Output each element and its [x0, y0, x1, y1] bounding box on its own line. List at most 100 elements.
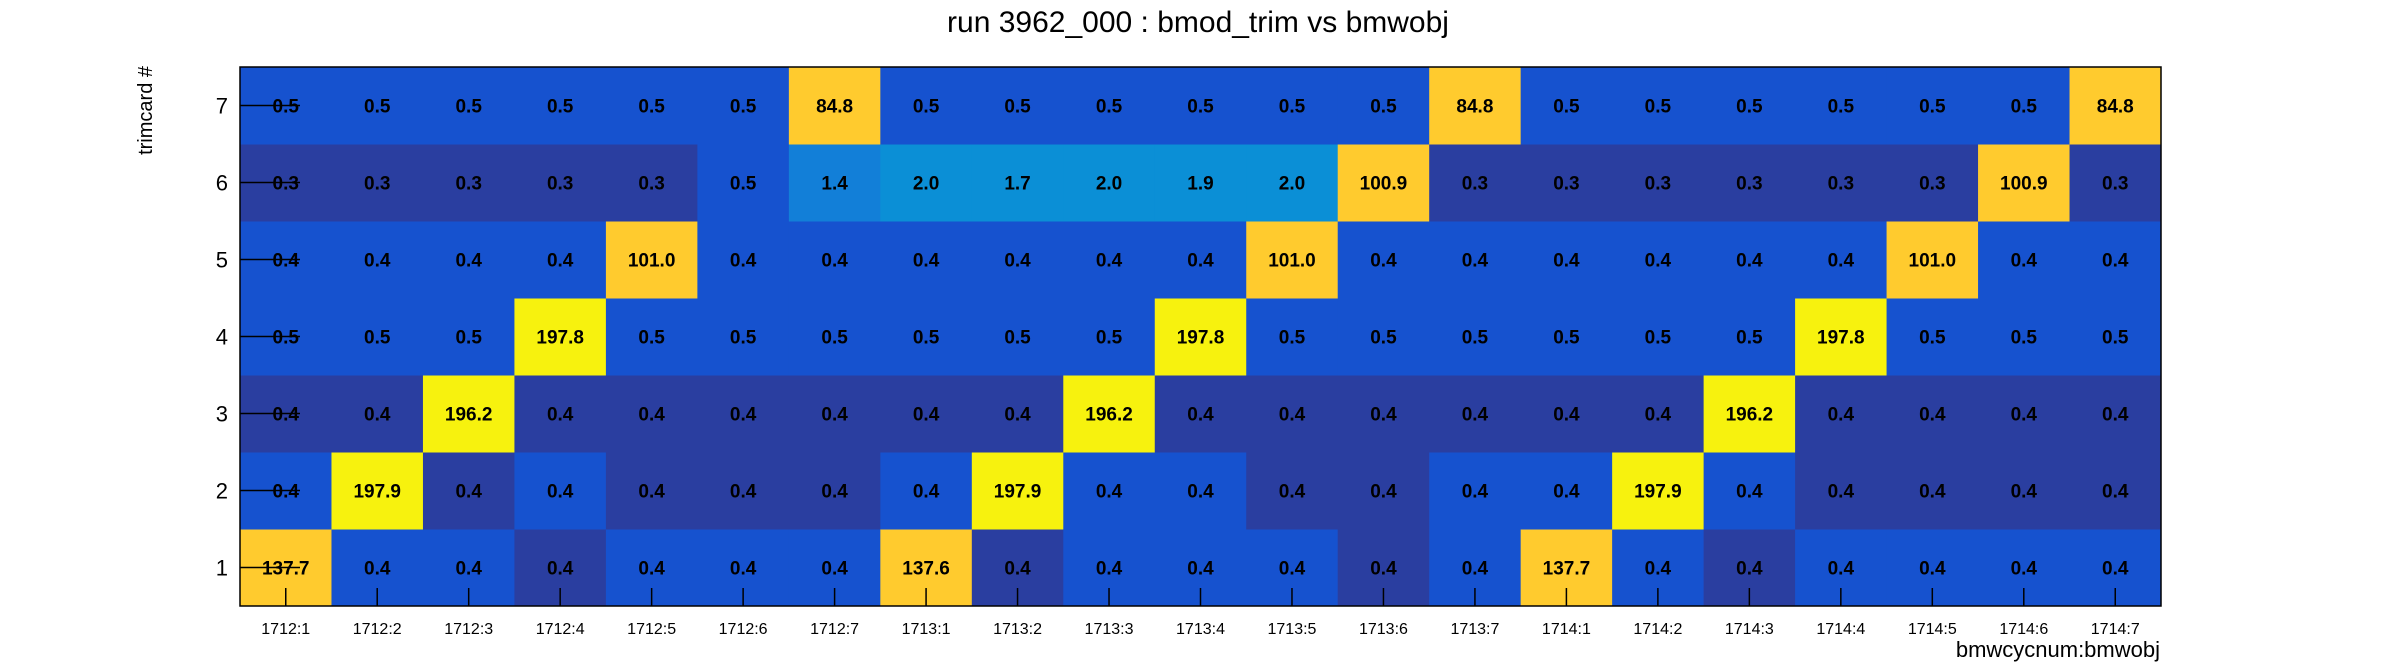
cell-value-label: 0.4: [1187, 482, 1214, 503]
heatmap-cell: [605, 452, 698, 530]
heatmap-cell: [971, 67, 1064, 145]
cell-value-label: 0.4: [1462, 482, 1489, 503]
heatmap-cell: [1337, 221, 1430, 299]
cell-value-label: 0.4: [2102, 559, 2129, 580]
cell-value-label: 0.5: [730, 328, 757, 349]
cell-value-label: 0.4: [273, 482, 300, 503]
x-tick-label: 1714:3: [1725, 621, 1774, 638]
cell-value-label: 0.5: [730, 174, 757, 195]
cell-value-label: 0.4: [2011, 251, 2038, 272]
heatmap-cell: [1154, 221, 1247, 299]
heatmap-cell: [1063, 452, 1156, 530]
heatmap-cell: [1063, 67, 1156, 145]
heatmap-cell: [1978, 221, 2071, 299]
heatmap-cell: [1246, 221, 1339, 299]
heatmap-cell: [1337, 298, 1430, 376]
heatmap-cell: [1429, 144, 1522, 222]
cell-value-label: 0.4: [2102, 482, 2129, 503]
heatmap-cell: [514, 67, 607, 145]
cell-value-label: 137.6: [902, 559, 950, 580]
heatmap-cell: [880, 144, 973, 222]
heatmap-cell: [788, 452, 881, 530]
heatmap-cell: [971, 221, 1064, 299]
cell-value-label: 0.5: [2011, 328, 2038, 349]
cell-value-label: 2.0: [913, 174, 939, 195]
cell-value-label: 0.4: [547, 251, 574, 272]
heatmap-cell: [788, 67, 881, 145]
cell-value-label: 0.5: [2102, 328, 2129, 349]
heatmap-cell: [697, 452, 790, 530]
cell-value-label: 0.4: [1279, 405, 1306, 426]
heatmap-cell: [1154, 452, 1247, 530]
heatmap-cell: [1154, 144, 1247, 222]
cell-value-label: 101.0: [1909, 251, 1957, 272]
heatmap-cell: [1612, 375, 1705, 453]
cell-value-label: 0.5: [1828, 97, 1855, 118]
heatmap-cell: [971, 144, 1064, 222]
heatmap-cell: [697, 67, 790, 145]
cell-value-label: 0.5: [364, 328, 391, 349]
y-tick-label: 4: [216, 325, 228, 350]
heatmap-cell: [1520, 221, 1613, 299]
cell-value-label: 0.4: [821, 251, 848, 272]
cell-value-label: 196.2: [445, 405, 493, 426]
cell-value-label: 0.4: [1370, 251, 1397, 272]
cell-value-label: 0.5: [1645, 97, 1672, 118]
cell-value-label: 0.4: [1736, 251, 1763, 272]
heatmap-cell: [1337, 67, 1430, 145]
cell-value-label: 0.4: [2011, 559, 2038, 580]
cell-value-label: 197.8: [536, 328, 584, 349]
cell-value-label: 0.3: [1462, 174, 1488, 195]
axes: 1712:1 1712:2 1712:3 1712:4 1712:5 1712:6 1712…: [216, 66, 2162, 638]
heatmap-cell: [788, 144, 881, 222]
cell-value-label: 0.4: [730, 405, 757, 426]
y-tick-label: 5: [216, 248, 228, 273]
x-tick-label: 1713:7: [1450, 621, 1499, 638]
heatmap-cell: [1246, 452, 1339, 530]
heatmap-cell: [1612, 221, 1705, 299]
cell-value-label: 0.5: [913, 97, 940, 118]
cell-value-label: 0.5: [1187, 97, 1214, 118]
cell-value-label: 1.9: [1187, 174, 1213, 195]
heatmap-cell: [1886, 144, 1979, 222]
cell-value-label: 0.4: [1004, 405, 1031, 426]
heatmap-cell: [2069, 67, 2162, 145]
heatmap-cell: [880, 221, 973, 299]
cell-value-label: 0.4: [1096, 482, 1123, 503]
cell-value-label: 0.3: [1736, 174, 1762, 195]
heatmap-cell: [1520, 67, 1613, 145]
cell-value-label: 0.4: [273, 405, 300, 426]
heatmap-cell: [1337, 144, 1430, 222]
heatmap-cell: [1886, 375, 1979, 453]
heatmap-cell: [2069, 375, 2162, 453]
cell-value-label: 0.4: [364, 251, 391, 272]
cell-value-label: 2.0: [1096, 174, 1122, 195]
heatmap-cell: [697, 144, 790, 222]
x-tick-label: 1714:2: [1633, 621, 1682, 638]
cell-value-label: 0.4: [1919, 482, 1946, 503]
heatmap-cell: [880, 67, 973, 145]
heatmap-cell: [422, 144, 515, 222]
cell-value-label: 197.9: [1634, 482, 1682, 503]
cell-value-label: 0.4: [1828, 405, 1855, 426]
heatmap-cell-labels: 137.7 0.4 0.4 0.4 0.4 0.4 0.4 137.6 0.4 0.4 0.4 0.4…: [262, 97, 2134, 580]
cell-value-label: 84.8: [2097, 97, 2134, 118]
heatmap-cell: [697, 221, 790, 299]
x-tick-label: 1713:3: [1085, 621, 1134, 638]
cell-value-label: 0.5: [455, 328, 482, 349]
cell-value-label: 0.5: [1370, 328, 1397, 349]
heatmap-cell: [1063, 144, 1156, 222]
heatmap-cell: [1429, 375, 1522, 453]
cell-value-label: 0.4: [2102, 251, 2129, 272]
heatmap-cell: [1703, 144, 1796, 222]
y-tick-label: 2: [216, 479, 228, 504]
heatmap-cell: [1886, 452, 1979, 530]
cell-value-label: 101.0: [628, 251, 676, 272]
cell-value-label: 0.4: [1004, 559, 1031, 580]
heatmap-cell: [1886, 221, 1979, 299]
heatmap-cell: [331, 221, 424, 299]
heatmap-cell: [605, 67, 698, 145]
cell-value-label: 0.4: [273, 251, 300, 272]
heatmap-cell: [1337, 452, 1430, 530]
cell-value-label: 0.5: [1919, 328, 1946, 349]
